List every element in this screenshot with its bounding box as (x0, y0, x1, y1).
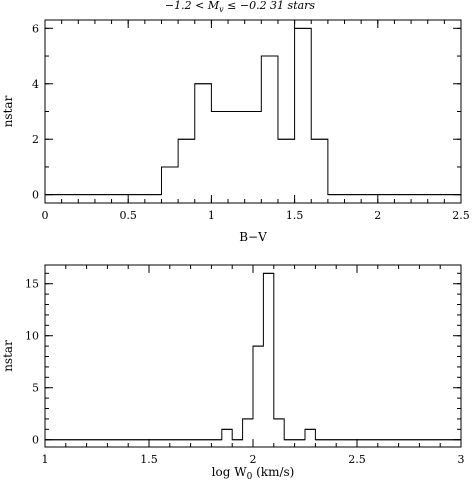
top-x-tick-label: 2 (374, 209, 381, 222)
bottom-y-tick-label: 0 (32, 434, 39, 447)
top-y-tick-label: 0 (32, 189, 39, 202)
top-x-tick-labels: 0 0.5 1 1.5 2 2.5 (42, 209, 470, 222)
bottom-x-tick-label: 2.5 (348, 453, 366, 466)
bottom-y-tick-label: 10 (25, 330, 39, 343)
top-x-tick-label: 2.5 (452, 209, 470, 222)
top-histogram-bins (45, 27, 461, 196)
chart-title: −1.2 < Mv ≤ −0.2 31 stars (165, 0, 316, 14)
bottom-histogram-bins (45, 272, 461, 441)
top-x-tick-label: 0.5 (119, 209, 137, 222)
top-y-tick-label: 4 (32, 78, 39, 91)
top-y-tick-labels: 0 2 4 6 (32, 22, 39, 201)
bottom-y-tick-labels: 0 5 10 15 (25, 278, 39, 447)
bottom-y-tick-label: 5 (32, 382, 39, 395)
top-x-tick-label: 1.5 (286, 209, 304, 222)
top-x-tick-label: 1 (208, 209, 215, 222)
top-x-tick-label: 0 (42, 209, 49, 222)
bottom-histogram-steps (45, 272, 461, 441)
bottom-ticks (44, 265, 462, 447)
bottom-x-tick-labels: 1 1.5 2 2.5 3 (42, 453, 465, 466)
bottom-y-tick-label: 15 (25, 278, 39, 291)
bottom-x-tick-label: 3 (458, 453, 465, 466)
bottom-histogram-panel: 1 1.5 2 2.5 3 0 5 10 15 log W0 (km/s) nstar (1, 264, 465, 482)
top-histogram-panel: 0 0.5 1 1.5 2 2.5 0 2 4 6 B−V nstar (1, 19, 470, 244)
top-y-axis-label: nstar (1, 95, 15, 127)
bottom-x-tick-label: 2 (250, 453, 257, 466)
bottom-y-axis-label: nstar (1, 340, 15, 372)
top-y-tick-label: 6 (32, 22, 39, 35)
bottom-x-tick-label: 1.5 (140, 453, 158, 466)
top-y-tick-label: 2 (32, 133, 39, 146)
bottom-x-axis-label: log W0 (km/s) (212, 465, 295, 482)
bottom-x-tick-label: 1 (42, 453, 49, 466)
top-histogram-steps (45, 27, 461, 196)
top-x-axis-label: B−V (239, 230, 267, 244)
